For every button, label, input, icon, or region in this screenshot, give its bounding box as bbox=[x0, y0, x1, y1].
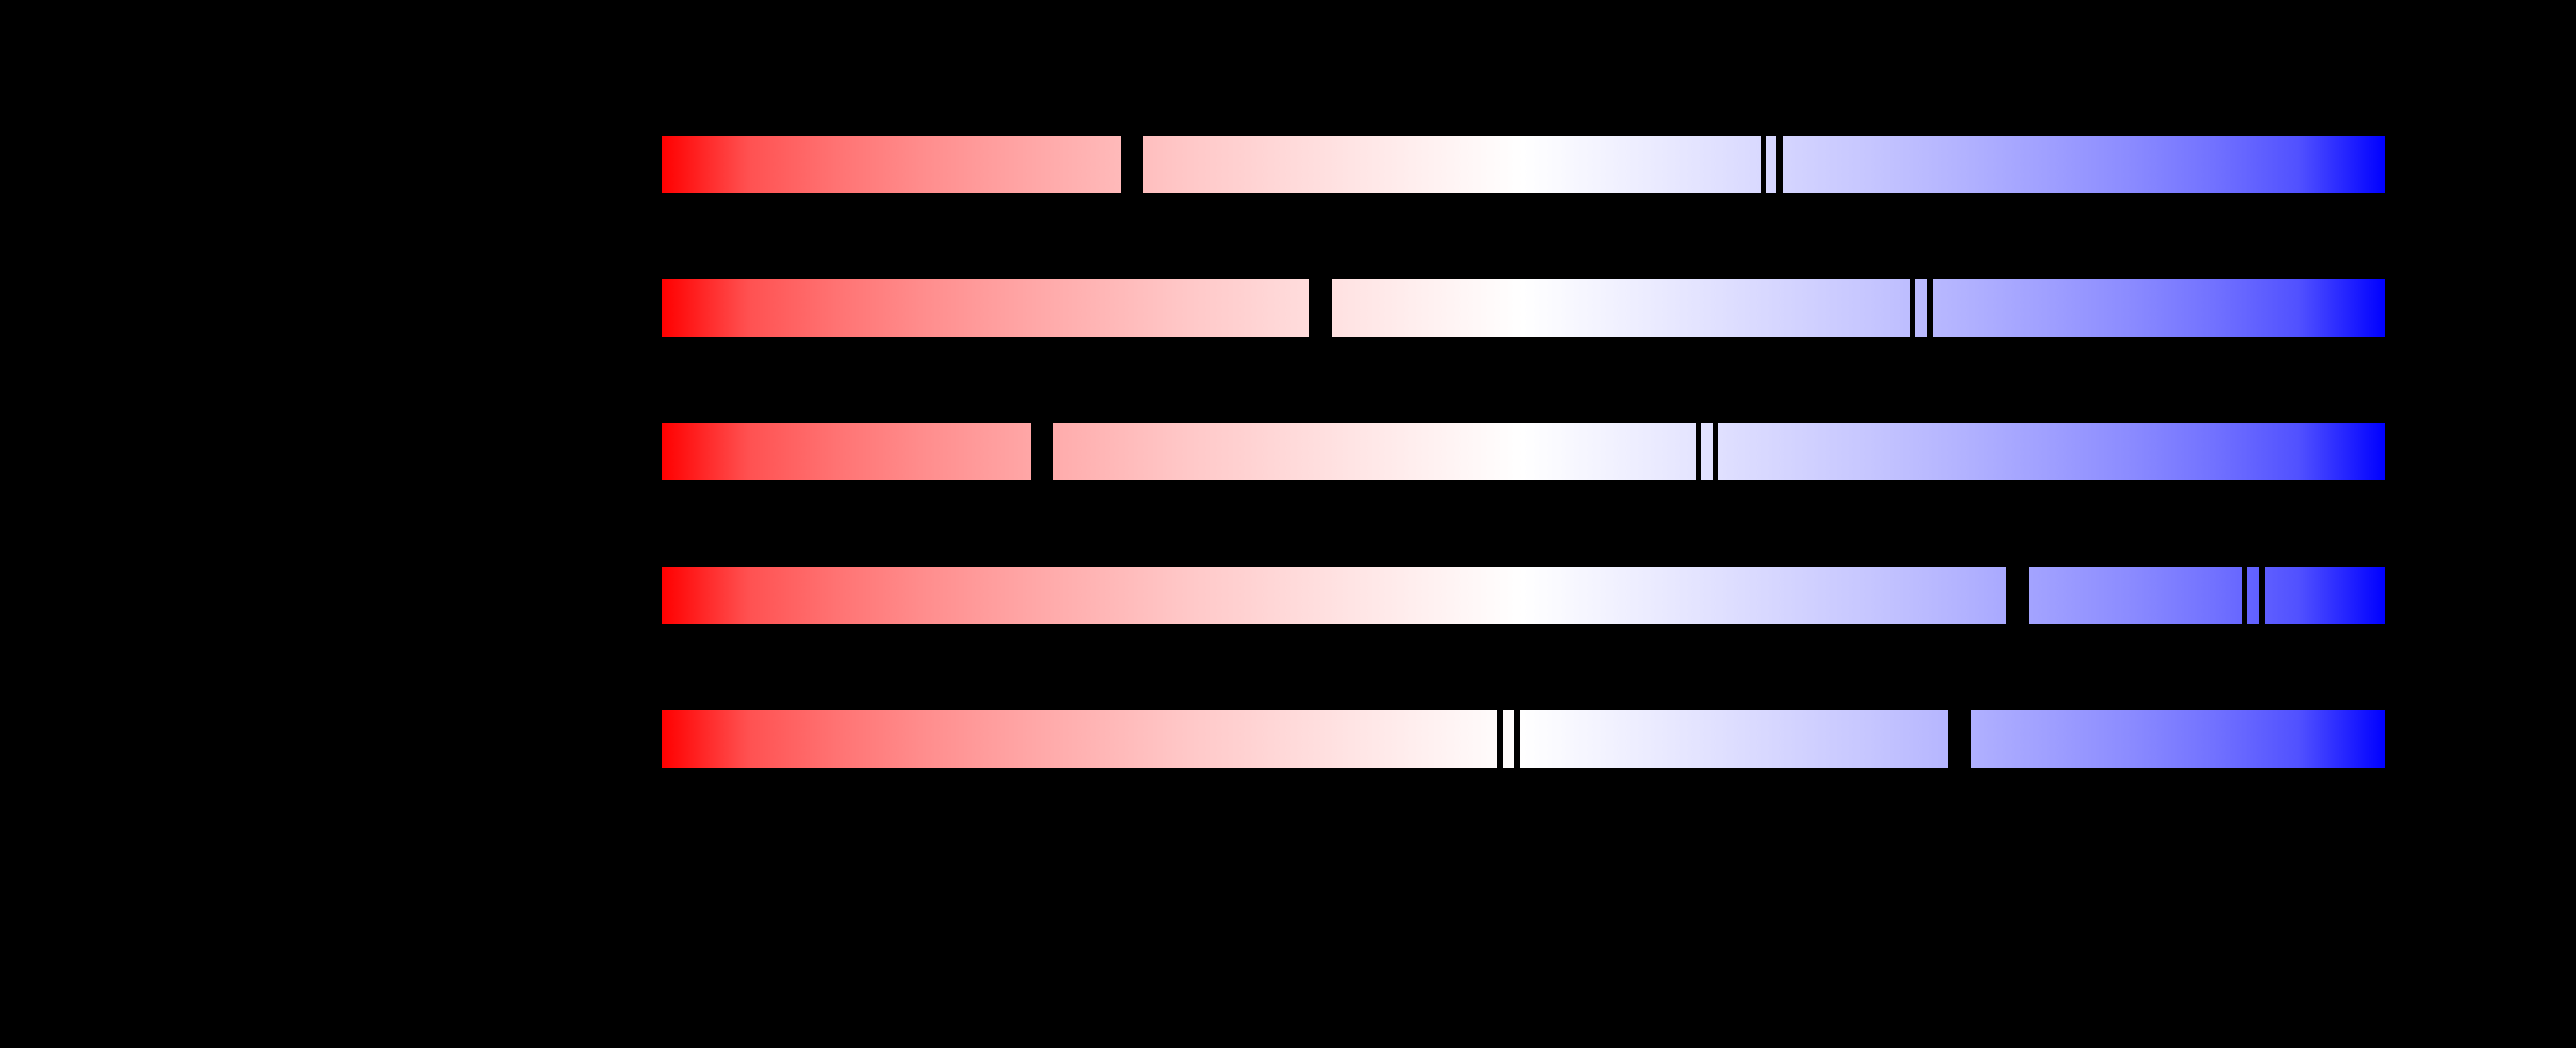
gradient-strip-bar-3 bbox=[662, 423, 2385, 480]
gap-divider-marker bbox=[1031, 423, 1053, 480]
gap-divider-marker bbox=[1121, 136, 1143, 193]
double-line-marker-right bbox=[1776, 136, 1783, 193]
double-line-marker-right bbox=[1514, 710, 1520, 768]
gradient-strip-bar-4 bbox=[662, 567, 2385, 624]
double-line-marker-right bbox=[1927, 279, 1933, 337]
double-line-marker-right bbox=[1713, 423, 1718, 480]
double-line-marker-right bbox=[2259, 567, 2265, 624]
gradient-strip-bar-5 bbox=[662, 710, 2385, 768]
gap-divider-marker bbox=[2006, 567, 2029, 624]
gradient-strip-bar-2 bbox=[662, 279, 2385, 337]
gap-divider-marker bbox=[1948, 710, 1971, 768]
double-line-marker-left bbox=[1761, 136, 1766, 193]
double-line-marker-left bbox=[2242, 567, 2247, 624]
double-line-marker-left bbox=[1910, 279, 1915, 337]
double-line-marker-left bbox=[1497, 710, 1503, 768]
gap-divider-marker bbox=[1309, 279, 1332, 337]
gradient-strip-bar-1 bbox=[662, 136, 2385, 193]
double-line-marker-left bbox=[1696, 423, 1701, 480]
